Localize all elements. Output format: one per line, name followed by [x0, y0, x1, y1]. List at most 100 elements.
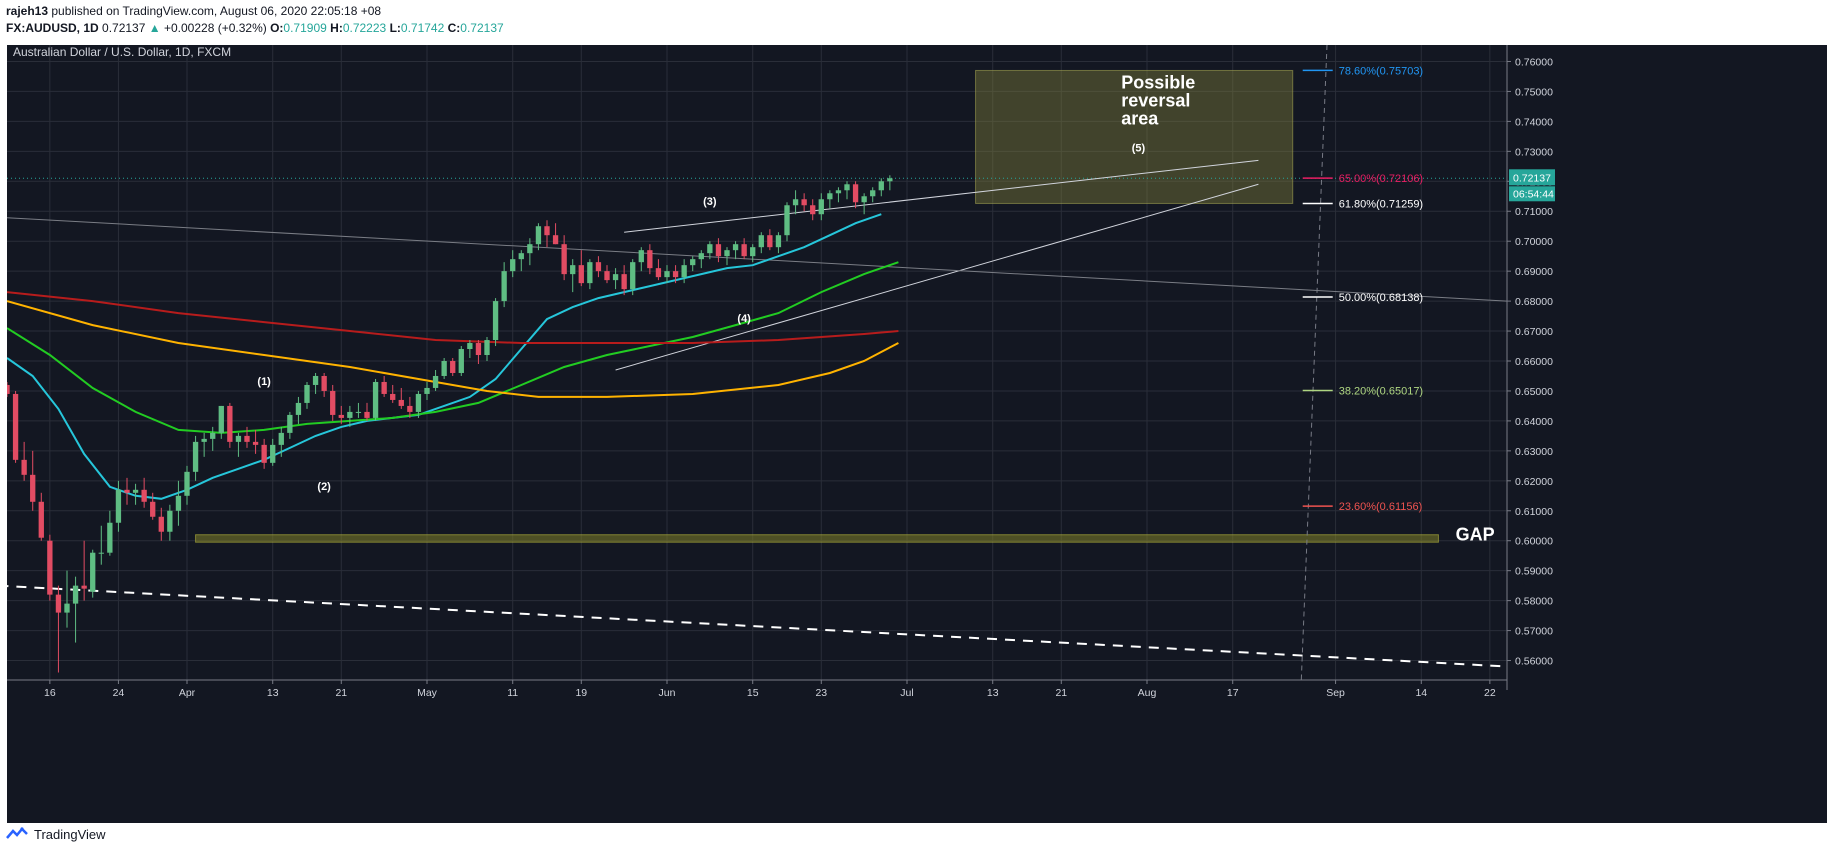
reversal-zone	[975, 69, 1294, 204]
candle-body	[570, 265, 576, 275]
price-axis-label: 0.64000	[1515, 416, 1553, 428]
wave-label: (1)	[257, 376, 271, 388]
time-axis-label: 24	[113, 687, 125, 699]
candle-body	[638, 250, 644, 263]
chart-frame[interactable]: 78.60%(0.75703) 65.00%(0.72106) 61.80%(0.7…	[7, 45, 1827, 823]
annotation-text: Possible	[1121, 72, 1195, 92]
candle-body	[690, 259, 696, 266]
candle-body	[535, 226, 542, 245]
tradingview-brand[interactable]: TradingView	[34, 826, 106, 842]
candle-body	[458, 349, 464, 373]
wave-label: (4)	[737, 313, 751, 325]
last-price: 0.72137	[102, 21, 146, 35]
publish-info: rajeh13 published on TradingView.com, Au…	[6, 4, 381, 18]
candle-body	[372, 381, 379, 418]
close-label: C:	[447, 21, 461, 35]
footer: TradingView	[6, 821, 106, 847]
time-axis-label: Aug	[1138, 687, 1157, 699]
price-chart[interactable]: 78.60%(0.75703) 65.00%(0.72106) 61.80%(0.7…	[7, 45, 1827, 823]
candle-body	[210, 432, 216, 439]
tradingview-logo-icon[interactable]	[6, 827, 28, 841]
candle-body	[261, 444, 267, 463]
time-axis-label: 11	[507, 687, 518, 699]
candle-body	[398, 399, 404, 406]
candle-body	[861, 196, 867, 203]
time-axis-label: Jun	[659, 687, 676, 699]
candle-body	[878, 181, 884, 191]
open-label: O:	[270, 21, 284, 35]
candle-body	[604, 271, 610, 281]
time-projection-line	[1300, 45, 1328, 681]
time-axis-label: May	[417, 687, 438, 699]
time-axis-label: 21	[335, 687, 347, 699]
candle-body	[330, 390, 336, 415]
price-axis-label: 0.60000	[1515, 536, 1553, 548]
candle-body	[450, 361, 456, 373]
moving-average-line	[7, 300, 899, 398]
candle-body	[12, 393, 19, 460]
candle-body	[72, 585, 79, 604]
candle-body	[475, 343, 482, 356]
close-value: 0.72137	[460, 21, 504, 35]
candle-body	[501, 271, 507, 302]
price-axis-label: 0.66000	[1515, 356, 1553, 368]
time-axis-label: 13	[267, 687, 279, 699]
candle-body	[167, 510, 173, 532]
fib-level-label: 61.80%(0.71259)	[1339, 198, 1423, 210]
time-axis-label: 13	[987, 687, 999, 699]
candle-body	[355, 411, 362, 413]
candle-body	[304, 384, 310, 403]
candle-body	[90, 552, 96, 592]
candle-body	[672, 271, 679, 278]
candle-body	[218, 405, 224, 433]
candle-body	[381, 381, 387, 394]
price-change: +0.00228 (+0.32%)	[163, 21, 267, 35]
price-axis-label: 0.70000	[1515, 236, 1553, 248]
candle-body	[270, 444, 276, 463]
candle-body	[321, 375, 327, 391]
candle-body	[235, 435, 242, 442]
wave-label: (5)	[1132, 142, 1146, 154]
trendline	[615, 183, 1259, 371]
candle-body	[527, 244, 533, 254]
candle-body	[390, 393, 396, 400]
low-label: L:	[389, 21, 401, 35]
symbol-name[interactable]: FX:AUDUSD, 1D	[6, 21, 99, 35]
candle-body	[184, 471, 190, 496]
time-axis-label: 14	[1415, 687, 1427, 699]
time-axis-label: 22	[1484, 687, 1496, 699]
time-axis-label: 17	[1227, 687, 1239, 699]
candle-body	[107, 522, 113, 553]
price-axis-label: 0.57000	[1515, 626, 1553, 638]
high-value: 0.72223	[342, 21, 387, 35]
candle-body	[364, 411, 370, 418]
fib-level-label: 38.20%(0.65017)	[1339, 385, 1423, 397]
price-axis-label: 0.75000	[1515, 86, 1553, 98]
trendline	[624, 159, 1259, 233]
ohlc-legend: FX:AUDUSD, 1D 0.72137 ▲ +0.00228 (+0.32%…	[6, 21, 504, 35]
time-axis-label: 15	[747, 687, 759, 699]
candle-body	[424, 387, 430, 394]
candle-body	[561, 244, 567, 275]
candle-body	[295, 402, 302, 415]
candle-body	[81, 585, 87, 589]
candle-body	[698, 253, 704, 260]
candle-body	[887, 178, 893, 182]
candle-body	[630, 262, 636, 290]
publish-date: published on TradingView.com, August 06,…	[51, 4, 382, 18]
candle-body	[407, 405, 413, 412]
candle-body	[7, 384, 10, 394]
candle-body	[415, 393, 422, 412]
candle-body	[312, 375, 319, 385]
candle-body	[244, 435, 250, 442]
candle-body	[732, 244, 739, 251]
wave-label: (2)	[317, 481, 331, 493]
candle-body	[252, 441, 259, 445]
candle-body	[612, 274, 619, 281]
author-name[interactable]: rajeh13	[6, 4, 49, 18]
candle-body	[55, 594, 62, 613]
price-axis-label: 0.63000	[1515, 446, 1553, 458]
gap-zone	[195, 534, 1439, 543]
candle-body	[278, 432, 284, 445]
candle-body	[158, 516, 164, 532]
